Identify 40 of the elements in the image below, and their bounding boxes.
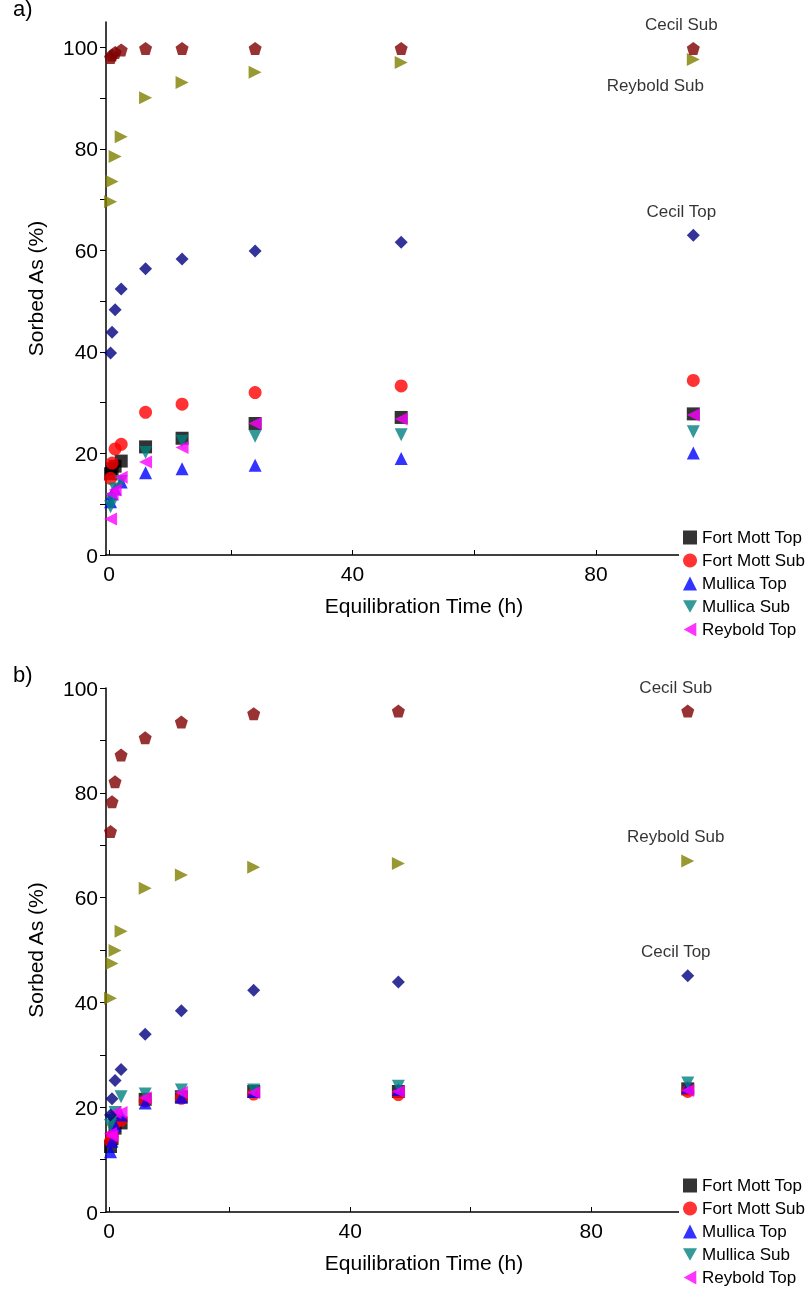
- legend-label: Fort Mott Sub: [702, 551, 805, 570]
- y-tick-label: 60: [74, 886, 98, 910]
- y-tick-label: 0: [86, 543, 98, 567]
- y-tick-label: 40: [74, 340, 98, 364]
- legend-label: Reybold Top: [702, 1268, 797, 1287]
- annotation: Cecil Sub: [639, 677, 713, 697]
- legend-label: Fort Mott Top: [702, 1176, 802, 1195]
- annotation: Reybold Sub: [627, 827, 725, 847]
- legend-label: Fort Mott Sub: [702, 1199, 805, 1218]
- x-tick-label: 40: [338, 1219, 362, 1242]
- legend-label: Mullica Top: [702, 1222, 787, 1241]
- chart-title: b): [13, 661, 33, 687]
- x-axis-title: Equilibration Time (h): [324, 1251, 524, 1274]
- y-tick-label: 100: [62, 35, 98, 59]
- legend-label: Fort Mott Top: [702, 528, 802, 547]
- x-tick-label: 0: [103, 1219, 115, 1242]
- annotation: Cecil Top: [640, 942, 711, 962]
- y-tick-label: 100: [62, 676, 98, 700]
- y-tick-label: 80: [74, 781, 98, 805]
- y-axis-title: Sorbed As (%): [24, 220, 47, 357]
- y-tick-label: 20: [74, 441, 98, 465]
- legend-label: Mullica Top: [702, 574, 787, 593]
- legend-label: Mullica Sub: [702, 1245, 790, 1264]
- y-tick-label: 20: [74, 1095, 98, 1119]
- y-tick-label: 0: [86, 1200, 98, 1224]
- y-tick-label: 80: [74, 137, 98, 161]
- annotation: Reybold Sub: [606, 76, 704, 96]
- chart-title: a): [13, 0, 33, 21]
- legend-label: Mullica Sub: [702, 597, 790, 616]
- x-tick-label: 40: [340, 562, 365, 585]
- annotation: Cecil Sub: [644, 14, 718, 34]
- y-axis-title: Sorbed As (%): [24, 882, 47, 1018]
- x-axis-title: Equilibration Time (h): [324, 594, 524, 617]
- x-tick-label: 80: [584, 562, 608, 585]
- legend-label: Reybold Top: [702, 620, 797, 639]
- x-tick-label: 80: [579, 1219, 603, 1242]
- annotation: Cecil Top: [646, 201, 717, 221]
- y-tick-label: 60: [74, 238, 98, 262]
- x-tick-label: 0: [103, 562, 115, 585]
- y-tick-label: 40: [74, 990, 98, 1014]
